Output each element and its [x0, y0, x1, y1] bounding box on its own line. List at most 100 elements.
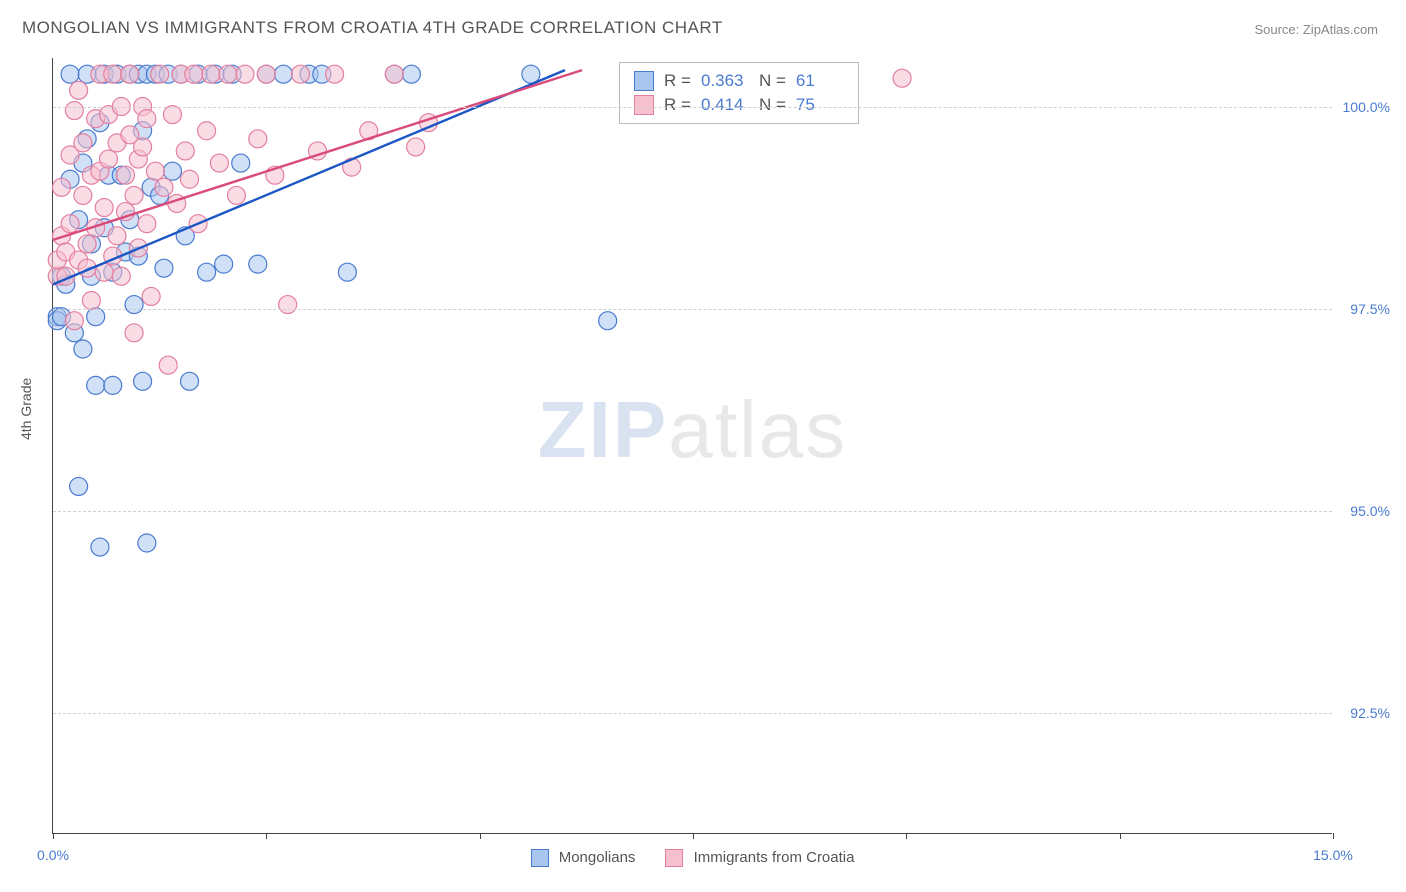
- data-point-mongolians: [91, 538, 109, 556]
- data-point-mongolians: [104, 376, 122, 394]
- stats-row-mongolians: R = 0.363 N = 61: [634, 69, 844, 93]
- data-point-croatia: [65, 312, 83, 330]
- data-point-croatia: [74, 134, 92, 152]
- x-tick: [480, 833, 481, 839]
- data-point-croatia: [53, 178, 71, 196]
- data-point-mongolians: [74, 340, 92, 358]
- data-point-croatia: [134, 138, 152, 156]
- data-point-mongolians: [70, 477, 88, 495]
- x-tick: [906, 833, 907, 839]
- data-point-croatia: [74, 186, 92, 204]
- data-point-croatia: [236, 65, 254, 83]
- data-point-mongolians: [522, 65, 540, 83]
- legend-item-mongolians: Mongolians: [531, 849, 636, 867]
- y-tick-label: 100.0%: [1343, 99, 1390, 115]
- data-point-croatia: [176, 142, 194, 160]
- data-point-croatia: [104, 65, 122, 83]
- n-label: N =: [759, 71, 786, 91]
- x-tick-label: 0.0%: [37, 847, 69, 863]
- data-point-croatia: [108, 227, 126, 245]
- data-point-croatia: [142, 287, 160, 305]
- gridline: [53, 309, 1332, 310]
- n-value-croatia: 75: [796, 95, 844, 115]
- data-point-mongolians: [163, 162, 181, 180]
- legend-bottom: Mongolians Immigrants from Croatia: [531, 849, 855, 867]
- y-tick-label: 92.5%: [1350, 705, 1390, 721]
- x-tick: [693, 833, 694, 839]
- data-point-croatia: [202, 65, 220, 83]
- data-point-mongolians: [215, 255, 233, 273]
- data-point-croatia: [279, 296, 297, 314]
- data-point-croatia: [181, 170, 199, 188]
- x-tick: [53, 833, 54, 839]
- stats-row-croatia: R = 0.414 N = 75: [634, 93, 844, 117]
- data-point-croatia: [146, 162, 164, 180]
- legend-item-croatia: Immigrants from Croatia: [665, 849, 854, 867]
- data-point-croatia: [163, 106, 181, 124]
- r-value-croatia: 0.414: [701, 95, 749, 115]
- data-point-croatia: [82, 292, 100, 310]
- legend-label-mongolians: Mongolians: [559, 849, 636, 866]
- chart-svg: [53, 58, 1332, 833]
- data-point-croatia: [138, 110, 156, 128]
- swatch-croatia: [634, 95, 654, 115]
- data-point-croatia: [210, 154, 228, 172]
- data-point-croatia: [99, 150, 117, 168]
- data-point-croatia: [95, 199, 113, 217]
- stats-box: R = 0.363 N = 61 R = 0.414 N = 75: [619, 62, 859, 124]
- legend-swatch-croatia: [665, 849, 683, 867]
- swatch-mongolians: [634, 71, 654, 91]
- data-point-croatia: [185, 65, 203, 83]
- data-point-croatia: [155, 178, 173, 196]
- data-point-mongolians: [134, 372, 152, 390]
- data-point-croatia: [125, 186, 143, 204]
- data-point-mongolians: [87, 308, 105, 326]
- n-value-mongolians: 61: [796, 71, 844, 91]
- data-point-croatia: [326, 65, 344, 83]
- data-point-mongolians: [402, 65, 420, 83]
- data-point-mongolians: [338, 263, 356, 281]
- data-point-mongolians: [125, 296, 143, 314]
- gridline: [53, 511, 1332, 512]
- data-point-croatia: [117, 166, 135, 184]
- r-label: R =: [664, 71, 691, 91]
- data-point-croatia: [61, 215, 79, 233]
- y-tick-label: 95.0%: [1350, 503, 1390, 519]
- data-point-croatia: [249, 130, 267, 148]
- r-value-mongolians: 0.363: [701, 71, 749, 91]
- data-point-croatia: [257, 65, 275, 83]
- data-point-croatia: [78, 235, 96, 253]
- gridline: [53, 107, 1332, 108]
- legend-label-croatia: Immigrants from Croatia: [694, 849, 855, 866]
- data-point-mongolians: [274, 65, 292, 83]
- x-tick: [1120, 833, 1121, 839]
- y-tick-label: 97.5%: [1350, 301, 1390, 317]
- data-point-mongolians: [87, 376, 105, 394]
- data-point-croatia: [112, 267, 130, 285]
- data-point-croatia: [385, 65, 403, 83]
- data-point-mongolians: [232, 154, 250, 172]
- data-point-croatia: [291, 65, 309, 83]
- chart-title: MONGOLIAN VS IMMIGRANTS FROM CROATIA 4TH…: [22, 18, 723, 38]
- source-credit: Source: ZipAtlas.com: [1254, 22, 1378, 37]
- data-point-croatia: [407, 138, 425, 156]
- data-point-croatia: [198, 122, 216, 140]
- r-label: R =: [664, 95, 691, 115]
- x-tick: [266, 833, 267, 839]
- x-tick: [1333, 833, 1334, 839]
- data-point-mongolians: [249, 255, 267, 273]
- data-point-mongolians: [198, 263, 216, 281]
- data-point-mongolians: [599, 312, 617, 330]
- data-point-croatia: [70, 81, 88, 99]
- data-point-croatia: [121, 65, 139, 83]
- data-point-croatia: [151, 65, 169, 83]
- data-point-croatia: [893, 69, 911, 87]
- legend-swatch-mongolians: [531, 849, 549, 867]
- data-point-mongolians: [155, 259, 173, 277]
- data-point-croatia: [125, 324, 143, 342]
- n-label: N =: [759, 95, 786, 115]
- data-point-croatia: [227, 186, 245, 204]
- data-point-mongolians: [61, 65, 79, 83]
- data-point-croatia: [65, 102, 83, 120]
- gridline: [53, 713, 1332, 714]
